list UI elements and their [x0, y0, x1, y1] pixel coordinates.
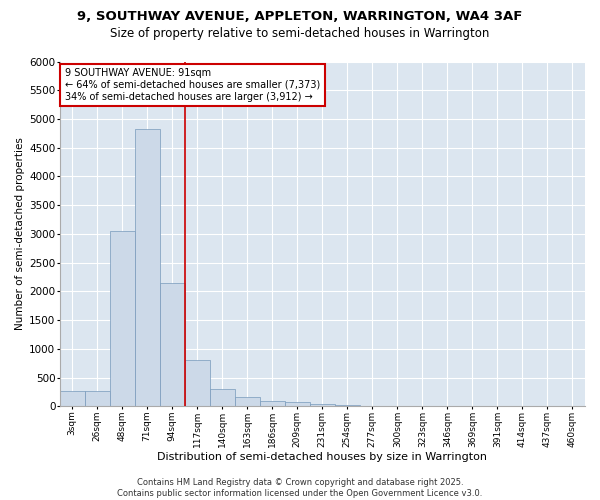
Bar — [185, 360, 210, 406]
Bar — [260, 400, 285, 406]
Text: 9, SOUTHWAY AVENUE, APPLETON, WARRINGTON, WA4 3AF: 9, SOUTHWAY AVENUE, APPLETON, WARRINGTON… — [77, 10, 523, 23]
X-axis label: Distribution of semi-detached houses by size in Warrington: Distribution of semi-detached houses by … — [157, 452, 487, 462]
Y-axis label: Number of semi-detached properties: Number of semi-detached properties — [15, 138, 25, 330]
Text: 9 SOUTHWAY AVENUE: 91sqm
← 64% of semi-detached houses are smaller (7,373)
34% o: 9 SOUTHWAY AVENUE: 91sqm ← 64% of semi-d… — [65, 68, 320, 102]
Bar — [285, 402, 310, 406]
Bar — [335, 404, 360, 406]
Bar — [160, 283, 185, 406]
Bar — [59, 391, 85, 406]
Bar — [235, 396, 260, 406]
Bar — [310, 404, 335, 406]
Bar — [85, 391, 110, 406]
Bar — [210, 389, 235, 406]
Text: Size of property relative to semi-detached houses in Warrington: Size of property relative to semi-detach… — [110, 28, 490, 40]
Bar — [110, 231, 134, 406]
Text: Contains HM Land Registry data © Crown copyright and database right 2025.
Contai: Contains HM Land Registry data © Crown c… — [118, 478, 482, 498]
Bar — [134, 130, 160, 406]
